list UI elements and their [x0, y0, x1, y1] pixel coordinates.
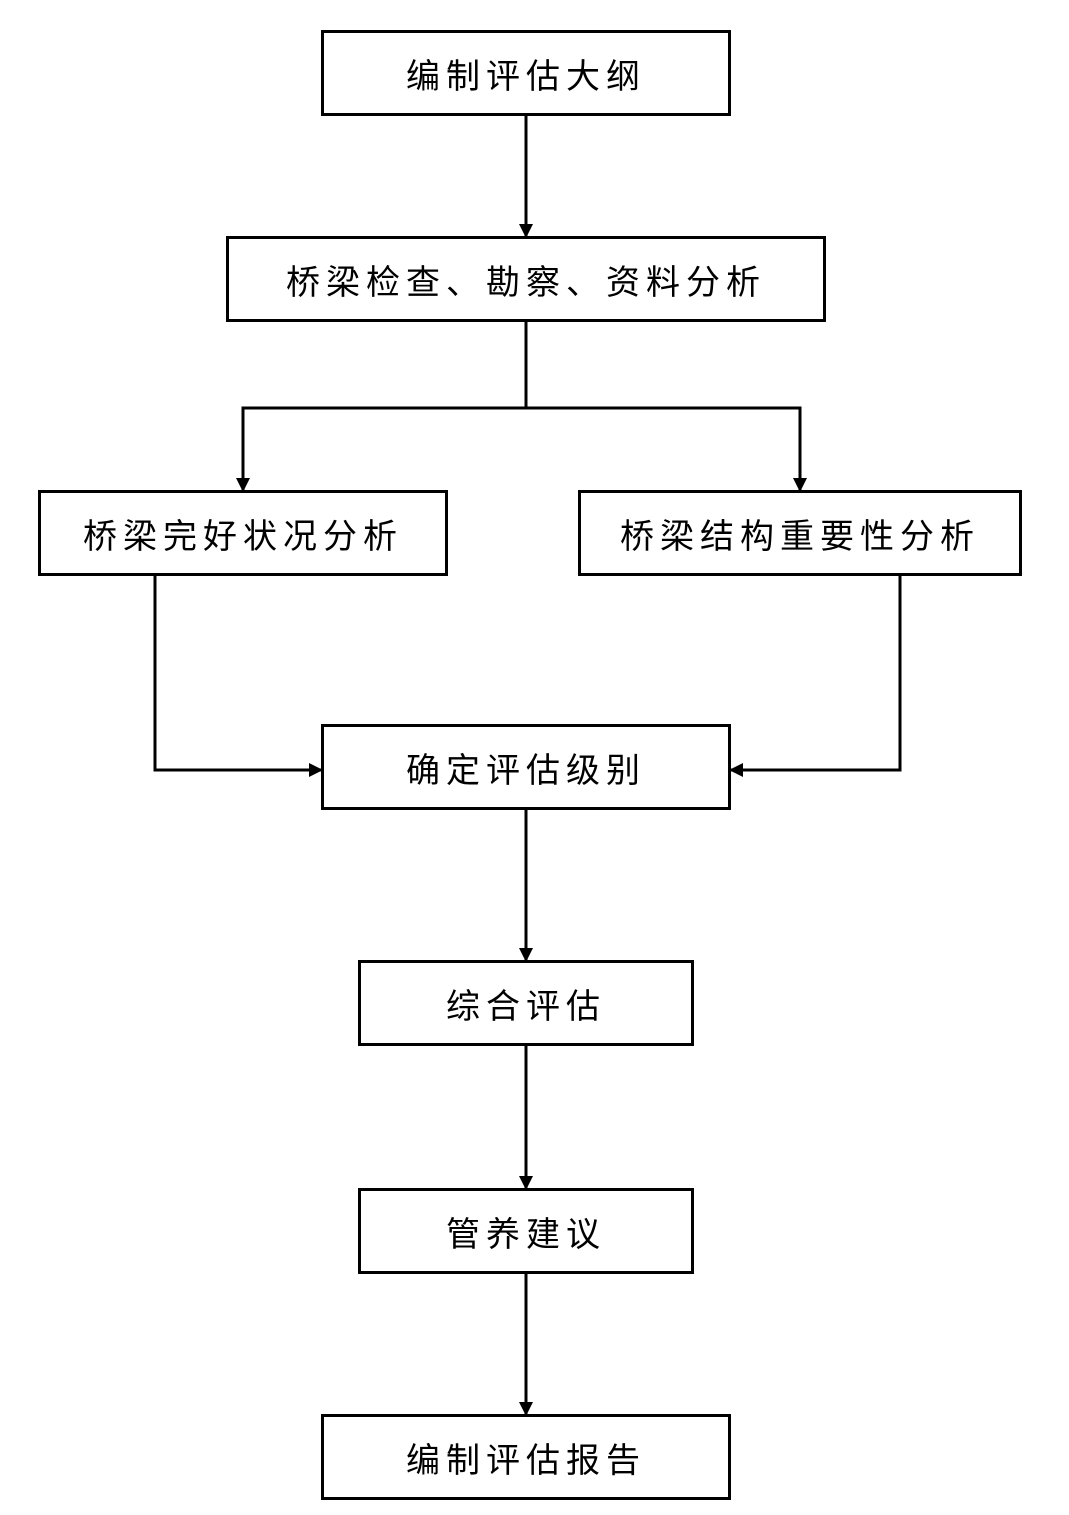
node-label: 编制评估报告	[406, 1433, 646, 1482]
node-label: 编制评估大纲	[406, 49, 646, 98]
node-comprehensive-eval: 综合评估	[358, 960, 694, 1046]
node-determine-level: 确定评估级别	[321, 724, 731, 810]
node-outline: 编制评估大纲	[321, 30, 731, 116]
node-label: 桥梁检查、勘察、资料分析	[286, 255, 766, 304]
node-label: 桥梁结构重要性分析	[620, 509, 980, 558]
node-condition-analysis: 桥梁完好状况分析	[38, 490, 448, 576]
node-importance-analysis: 桥梁结构重要性分析	[578, 490, 1022, 576]
node-label: 管养建议	[446, 1207, 606, 1256]
node-maintenance-rec: 管养建议	[358, 1188, 694, 1274]
node-label: 综合评估	[446, 979, 606, 1028]
node-label: 桥梁完好状况分析	[83, 509, 403, 558]
node-report: 编制评估报告	[321, 1414, 731, 1500]
node-label: 确定评估级别	[406, 743, 646, 792]
node-inspection: 桥梁检查、勘察、资料分析	[226, 236, 826, 322]
